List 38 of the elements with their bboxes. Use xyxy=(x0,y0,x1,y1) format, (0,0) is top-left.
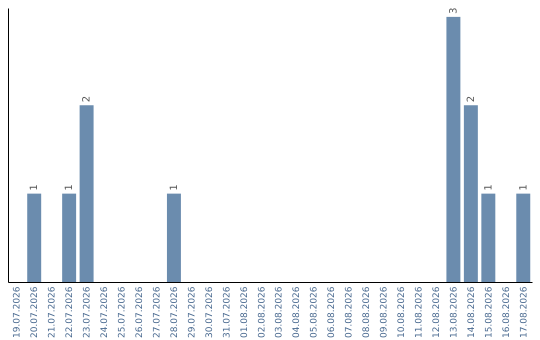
x-tick-label: 05.08.2026 xyxy=(310,286,320,338)
x-tick-label: 24.07.2026 xyxy=(100,286,110,338)
x-tick-label: 06.08.2026 xyxy=(327,286,338,338)
x-tick-label: 22.07.2026 xyxy=(65,286,76,338)
data-label: 2 xyxy=(82,96,93,102)
x-tick-label: 25.07.2026 xyxy=(118,286,128,338)
x-tick-label: 30.07.2026 xyxy=(204,286,215,338)
x-tick-label: 08.08.2026 xyxy=(362,286,372,338)
x-tick-label: 29.07.2026 xyxy=(187,286,198,338)
x-tick-label: 03.08.2026 xyxy=(274,286,285,338)
x-tick-label: 28.07.2026 xyxy=(170,286,180,338)
x-tick-label: 14.08.2026 xyxy=(466,286,477,338)
x-tick-label: 02.08.2026 xyxy=(257,286,268,338)
x-tick-label: 27.07.2026 xyxy=(152,286,162,338)
x-tick-label: 10.08.2026 xyxy=(397,286,407,338)
x-tick-label: 16.08.2026 xyxy=(502,286,512,338)
x-tick-label: 17.08.2026 xyxy=(519,286,530,338)
x-tick-label: 09.08.2026 xyxy=(380,286,390,338)
data-label: 1 xyxy=(29,184,40,191)
data-label: 1 xyxy=(64,184,76,191)
data-label: 1 xyxy=(483,184,494,191)
data-label: 1 xyxy=(518,184,530,191)
data-label: 3 xyxy=(448,7,460,14)
data-label: 2 xyxy=(466,96,477,102)
x-tick-label: 20.07.2026 xyxy=(30,286,40,338)
x-tick-label: 07.08.2026 xyxy=(344,286,355,338)
x-tick-label: 26.07.2026 xyxy=(135,286,145,338)
data-label: 1 xyxy=(168,184,180,191)
x-tick-label: 23.07.2026 xyxy=(82,286,93,338)
x-tick-label: 15.08.2026 xyxy=(484,286,494,338)
x-tick-label: 11.08.2026 xyxy=(414,286,424,338)
x-tick-label: 12.08.2026 xyxy=(432,286,442,338)
x-tick-label: 13.08.2026 xyxy=(449,286,460,338)
x-tick-label: 31.07.2026 xyxy=(222,286,232,338)
x-tick-label: 04.08.2026 xyxy=(292,286,302,338)
x-tick-label: 21.07.2026 xyxy=(48,286,58,338)
x-tick-label: 19.07.2026 xyxy=(12,286,23,338)
x-tick-label: 01.08.2026 xyxy=(240,286,250,338)
